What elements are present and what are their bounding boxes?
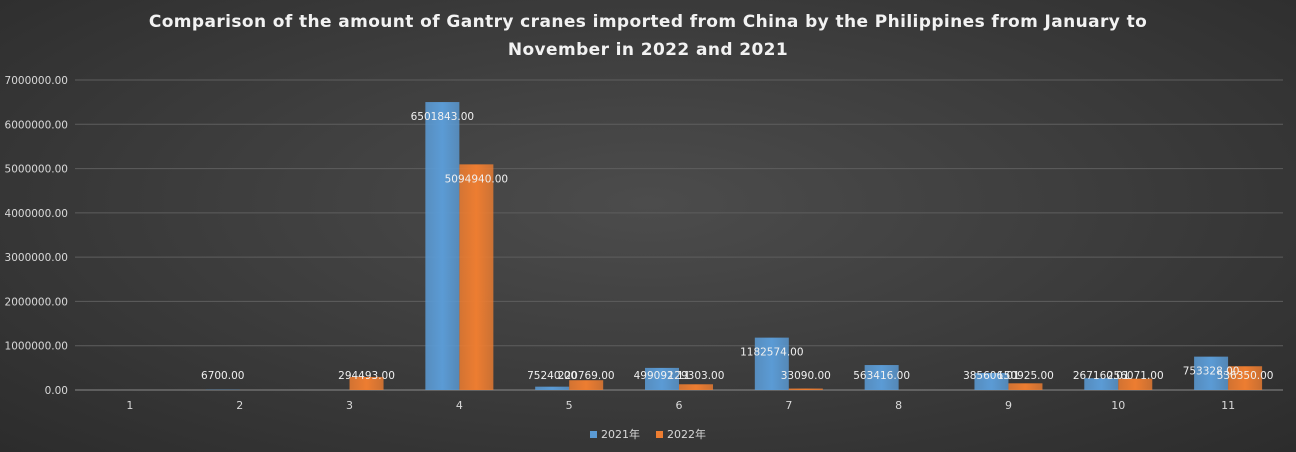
legend-label: 2021年	[601, 428, 640, 441]
bar-series1	[1194, 356, 1229, 390]
x-tick-label: 6	[676, 399, 683, 412]
bar-series2	[1118, 378, 1153, 390]
x-tick-label: 7	[785, 399, 792, 412]
bar-series2	[788, 388, 823, 390]
data-label: 385606.01	[963, 370, 1020, 382]
data-label: 220769.00	[558, 370, 615, 382]
y-tick-label: 7000000.00	[5, 75, 68, 87]
data-label: 753328.00	[1183, 366, 1240, 378]
data-label: 563416.00	[853, 370, 910, 382]
data-label: 6700.00	[201, 370, 244, 382]
legend: 2021年 2022年	[0, 426, 1296, 442]
legend-swatch	[590, 430, 597, 438]
y-tick-label: 0.00	[45, 385, 68, 397]
bar-series2	[1228, 366, 1263, 390]
y-tick-label: 5000000.00	[5, 164, 68, 176]
legend-item: 2022年	[656, 426, 706, 442]
data-label: 6501843.00	[411, 111, 474, 123]
y-tick-label: 4000000.00	[5, 208, 68, 220]
x-tick-label: 11	[1221, 399, 1235, 412]
legend-label: 2022年	[667, 428, 706, 441]
legend-item: 2021年	[590, 426, 640, 442]
x-tick-label: 2	[236, 399, 243, 412]
x-tick-label: 1	[126, 399, 133, 412]
data-label: 536350.00	[1217, 370, 1274, 382]
x-tick-label: 5	[566, 399, 573, 412]
data-label: 5094940.00	[445, 173, 508, 185]
data-label: 33090.00	[781, 370, 831, 382]
data-label: 150925.00	[997, 370, 1054, 382]
bar-series1	[754, 337, 789, 390]
bar-series1	[425, 102, 460, 390]
bar-series1	[1084, 378, 1119, 390]
data-label: 75240.00	[527, 370, 577, 382]
y-tick-label: 3000000.00	[5, 252, 68, 264]
chart-title: Comparison of the amount of Gantry crane…	[148, 12, 1148, 60]
data-label: 294493.00	[338, 370, 395, 382]
data-label: 267160.01	[1073, 370, 1130, 382]
bar-series2	[349, 376, 384, 390]
y-tick-label: 1000000.00	[5, 341, 68, 353]
bar-series2	[679, 384, 713, 390]
x-tick-label: 4	[456, 399, 463, 412]
y-tick-label: 2000000.00	[5, 296, 68, 308]
bar-series1	[535, 386, 570, 390]
x-tick-label: 10	[1111, 399, 1125, 412]
bar-series1	[974, 372, 1009, 390]
bar-series1	[645, 367, 679, 390]
bar-series2	[569, 380, 604, 390]
bar-series2	[1008, 383, 1043, 390]
data-label: 1182574.00	[740, 347, 803, 359]
data-label: 256071.00	[1107, 370, 1164, 382]
x-tick-label: 8	[895, 399, 902, 412]
data-label: 499092.11	[634, 370, 691, 382]
legend-swatch	[656, 430, 663, 438]
x-tick-label: 9	[1005, 399, 1012, 412]
y-tick-label: 6000000.00	[5, 119, 68, 131]
bar-series2	[459, 164, 494, 390]
x-tick-label: 3	[346, 399, 353, 412]
data-label: 129303.00	[668, 370, 725, 382]
bar-series1	[864, 365, 899, 390]
